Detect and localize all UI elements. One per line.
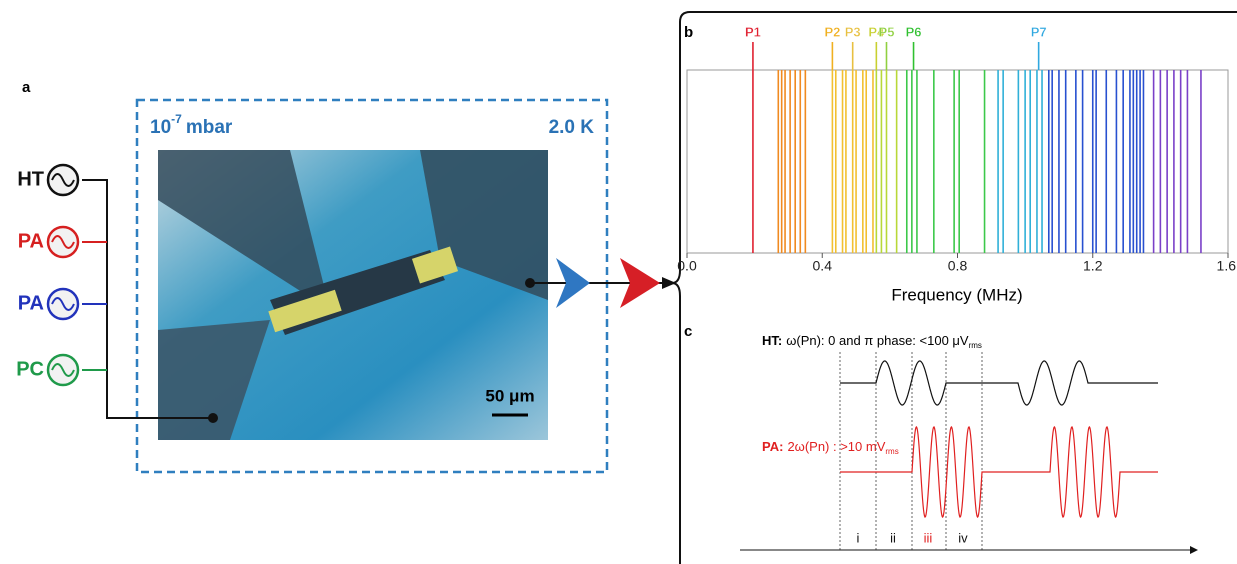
pa-text: 2ω(Pn) : >10 mV <box>787 439 885 454</box>
pressure-exponent: -7 <box>171 112 182 126</box>
device-photo: 50 μm <box>158 150 548 440</box>
x-axis-label: Frequency (MHz) <box>891 285 1022 304</box>
sources: HT PA PA PC <box>16 165 78 385</box>
pressure-base: 10 <box>150 117 171 138</box>
ht-waveform <box>840 361 1158 405</box>
source-label: PA <box>18 292 44 314</box>
panel-label: b <box>684 24 693 41</box>
peak-label: P5 <box>879 24 895 39</box>
scale-label: 50 μm <box>485 386 534 405</box>
phase-label: ii <box>890 530 896 545</box>
pa-label: PA: <box>762 439 783 454</box>
pa-caption: PA: 2ω(Pn) : >10 mVrms <box>762 439 899 456</box>
source-label: PC <box>16 358 44 380</box>
arrow-head <box>1190 546 1198 554</box>
x-tick-label: 0.8 <box>948 258 968 274</box>
ht-text: ω(Pn): 0 and π phase: <100 μV <box>786 333 969 348</box>
x-tick-label: 1.2 <box>1083 258 1103 274</box>
ht-subscript: rms <box>969 341 982 350</box>
phase-label: iv <box>958 530 968 545</box>
ht-caption: HT: ω(Pn): 0 and π phase: <100 μVrms <box>762 333 982 350</box>
peak-label: P3 <box>845 24 861 39</box>
pa-waveform <box>840 427 1158 517</box>
pa-subscript: rms <box>885 447 898 456</box>
pressure-unit: mbar <box>186 117 233 138</box>
pressure: 10-7 mbar <box>150 112 233 138</box>
x-tick-label: 0.0 <box>677 258 697 274</box>
panel-label: c <box>684 323 692 340</box>
phase-label: iii <box>924 530 933 545</box>
peak-label: P6 <box>906 24 922 39</box>
panel-label: a <box>22 79 31 96</box>
source-label: PA <box>18 230 44 252</box>
figure: a 10-7 mbar 2.0 K 50 μm HT PA PA PC b P1 P2 P3… <box>0 0 1237 564</box>
peak-label: P7 <box>1031 24 1047 39</box>
ht-label: HT: <box>762 333 782 348</box>
peak-label: P1 <box>745 24 761 39</box>
contact-dot <box>208 413 218 423</box>
spectrum-frame <box>687 70 1228 253</box>
phase-label: i <box>857 530 860 545</box>
source-label: HT <box>17 168 44 190</box>
x-tick-label: 1.6 <box>1217 258 1237 274</box>
x-tick-label: 0.4 <box>813 258 833 274</box>
temperature: 2.0 K <box>549 117 595 138</box>
peak-label: P2 <box>824 24 840 39</box>
